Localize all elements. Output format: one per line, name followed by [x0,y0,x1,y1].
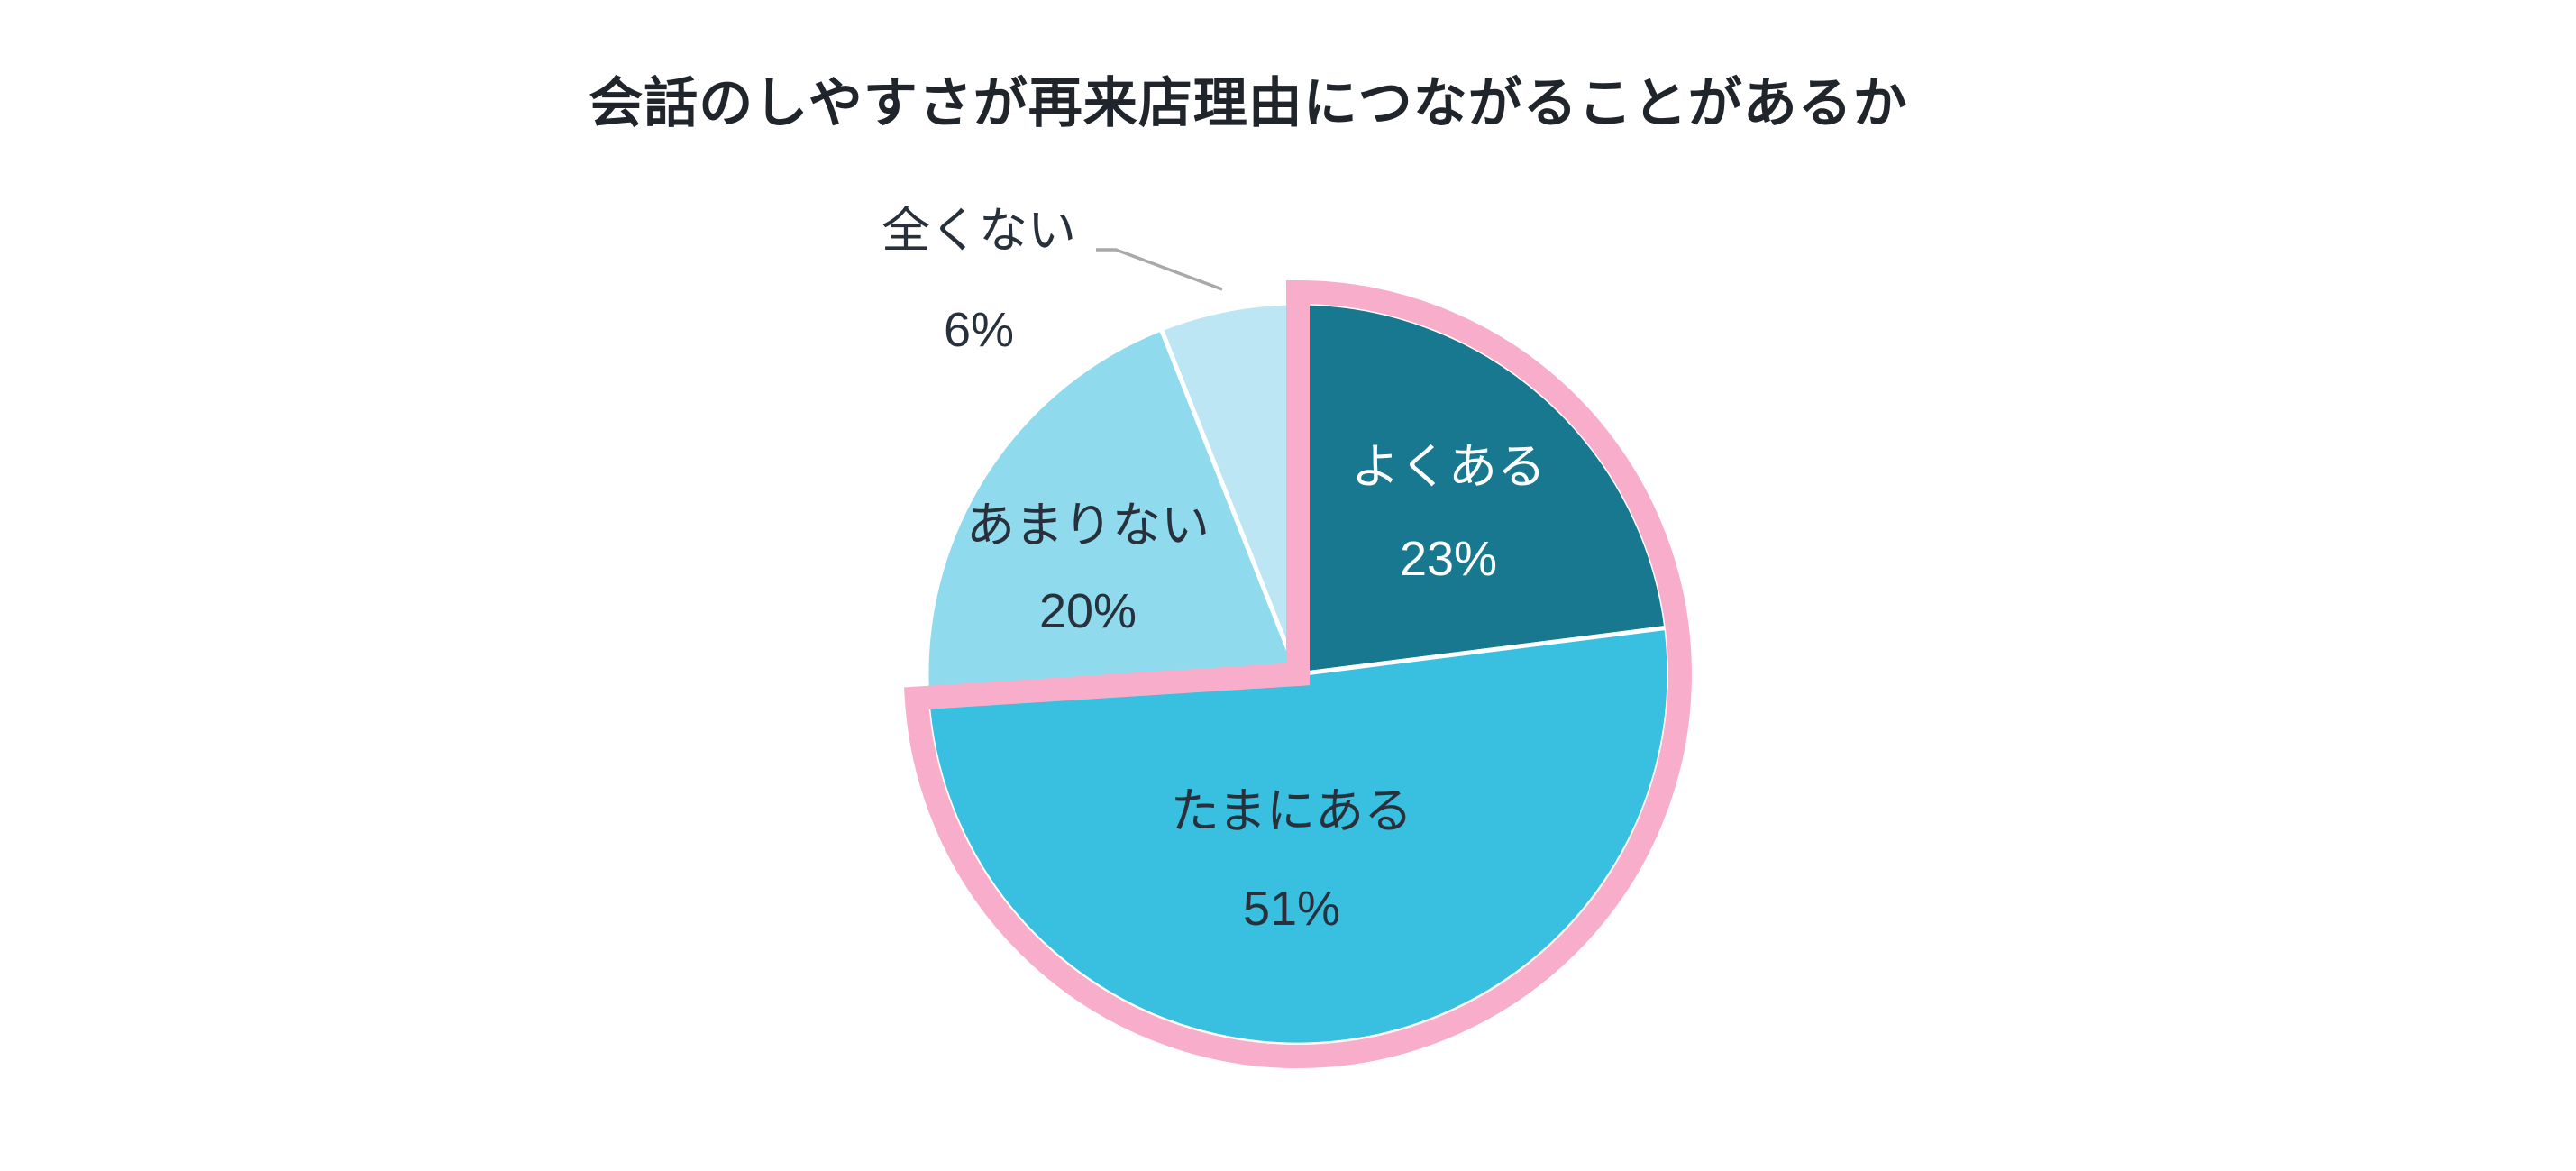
pie-highlight-group [903,279,1692,1068]
slice-label-text: 全くない [882,204,1076,258]
slice-label-text: たまにある [1170,784,1413,838]
slice-label-block-amarinai: あまりない 20% [966,500,1210,636]
slice-label-block-yokuaru: よくある 23% [1351,442,1546,584]
callout-line [1096,248,1223,291]
slice-value-text: 23% [1399,532,1498,586]
slice-label-block-mattakunai: 全くない 6% [882,206,1076,355]
chart-title: 会話のしやすさが再来店理由につながることがあるか [589,73,1908,133]
slice-value-text: 20% [1038,584,1137,638]
slice-value-text: 6% [943,303,1015,357]
highlight-outline [903,279,1692,1068]
slice-value-text: 51% [1242,882,1341,936]
slice-label-text: よくある [1351,440,1546,494]
slice-label-text: あまりない [966,499,1210,553]
pie-slice-3 [924,326,1301,700]
slice-label-block-tamaniaru: たまにある 51% [1171,786,1412,934]
